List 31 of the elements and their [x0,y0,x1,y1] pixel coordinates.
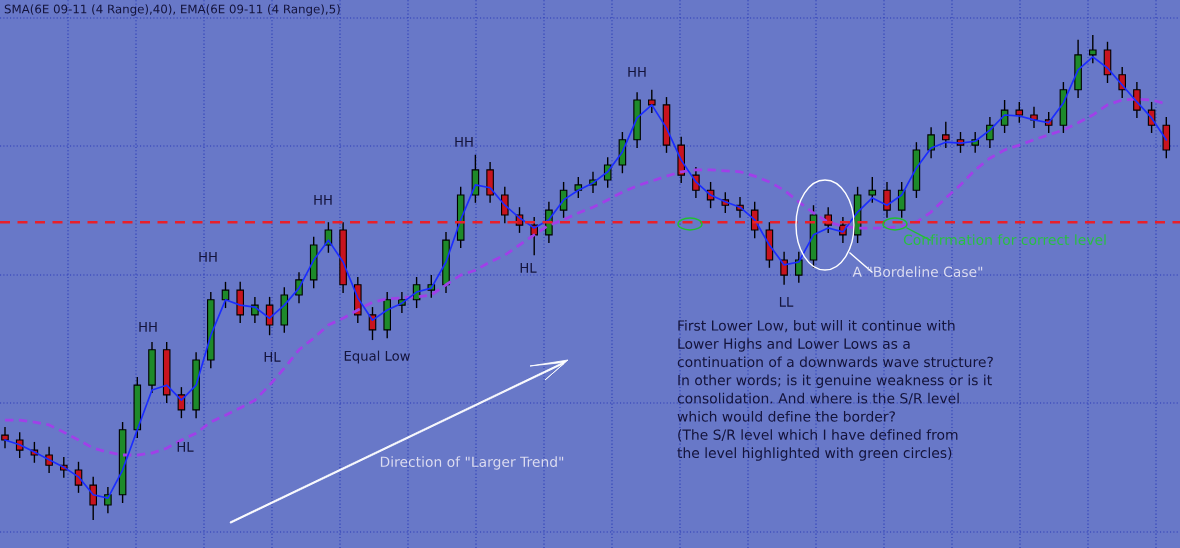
annotation: HL [264,352,281,362]
annotation: Direction of "Larger Trend" [380,456,564,470]
annotation: HL [177,442,194,452]
annotation: HH [455,137,473,147]
candlestick [574,176,583,199]
annotation: HL [520,263,537,273]
annotation: Equal Low [344,350,410,364]
candlestick [45,446,53,474]
annotation: HH [199,252,217,262]
candlestick [883,181,891,219]
candlestick [868,176,877,204]
annotation: First Lower Low, but will it continue with Lower Highs and Lower Lows as a continuation of a downwards wave structure? In other words; is it genuine weakness or is it consolidation. And where is the S/R level which would define the border? (The S/R level which I have defined from the level highlighted with green circles) [677,320,993,461]
candlestick [927,126,935,159]
candlestick [795,251,803,284]
annotation: A "Bordeline Case" [852,266,983,278]
candlestick [501,186,509,224]
candlestick [221,281,230,309]
candlestick [942,121,950,149]
annotation: Confirmation for correct level [903,234,1106,246]
candlestick [780,251,788,286]
candlestick [89,476,97,521]
annotation: HH [314,195,332,205]
candlestick [1089,34,1097,64]
candlestick [897,181,906,219]
text: SMA(6E 09-11 (4 Range),40), EMA(6E 09-11 (4 Range),5) [4,4,340,16]
candlestick [648,89,656,114]
annotation: HH [139,322,157,332]
annotation: LL [779,297,794,307]
candlestick [1015,101,1024,124]
annotation: HH [628,67,646,77]
candlestick [1,426,9,449]
